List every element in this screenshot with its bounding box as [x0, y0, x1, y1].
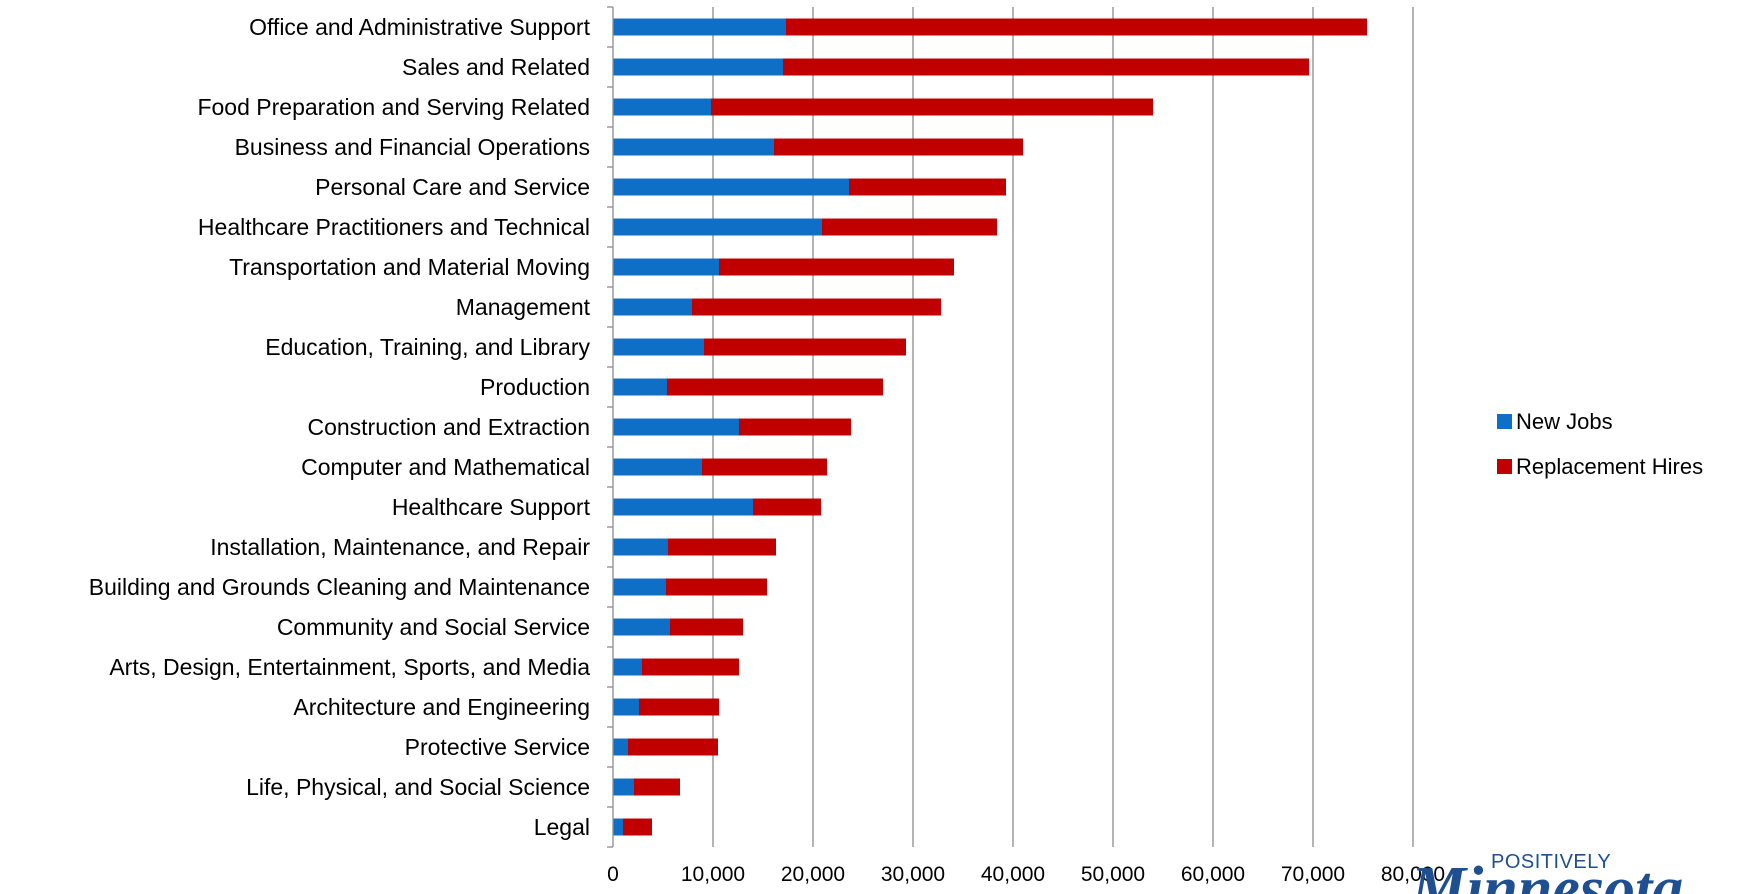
category-label: Sales and Related [402, 54, 590, 80]
x-tick-label: 30,000 [881, 863, 945, 886]
x-tick-label: 70,000 [1281, 863, 1345, 886]
category-label: Computer and Mathematical [301, 454, 590, 480]
bar-new-jobs [613, 538, 668, 556]
bar-replacement-hires [783, 58, 1309, 76]
x-tick-label: 20,000 [781, 863, 845, 886]
legend-label: Replacement Hires [1516, 454, 1703, 479]
bar-new-jobs [613, 338, 704, 356]
legend-swatch [1497, 414, 1512, 429]
axes [607, 6, 614, 848]
bar-replacement-hires [753, 498, 821, 516]
bar-new-jobs [613, 658, 642, 676]
bar-replacement-hires [786, 18, 1367, 36]
category-label: Food Preparation and Serving Related [197, 94, 590, 120]
category-label: Building and Grounds Cleaning and Mainte… [89, 574, 590, 600]
bar-new-jobs [613, 418, 739, 436]
bar-replacement-hires [849, 178, 1006, 196]
category-label: Installation, Maintenance, and Repair [210, 534, 590, 560]
bar-new-jobs [613, 98, 711, 116]
bar-new-jobs [613, 298, 692, 316]
category-label: Arts, Design, Entertainment, Sports, and… [109, 654, 590, 680]
bar-new-jobs [613, 818, 623, 836]
bar-replacement-hires [670, 618, 743, 636]
category-label: Management [456, 294, 591, 320]
x-tick-label: 60,000 [1181, 863, 1245, 886]
category-label: Protective Service [405, 734, 590, 760]
bar-replacement-hires [719, 258, 954, 276]
category-label: Community and Social Service [277, 614, 590, 640]
bar-new-jobs [613, 498, 753, 516]
category-label: Business and Financial Operations [235, 134, 590, 160]
category-label: Production [480, 374, 590, 400]
bar-replacement-hires [739, 418, 851, 436]
category-label: Personal Care and Service [315, 174, 590, 200]
category-label: Life, Physical, and Social Science [246, 774, 590, 800]
category-labels: Office and Administrative Support Sales a… [89, 14, 591, 840]
category-label: Construction and Extraction [307, 414, 590, 440]
bar-new-jobs [613, 258, 719, 276]
bar-replacement-hires [711, 98, 1153, 116]
bar-replacement-hires [628, 738, 718, 756]
category-label: Education, Training, and Library [265, 334, 590, 360]
bars [613, 18, 1367, 836]
bar-replacement-hires [704, 338, 906, 356]
bar-new-jobs [613, 738, 628, 756]
category-label: Office and Administrative Support [249, 14, 591, 40]
bar-new-jobs [613, 138, 774, 156]
legend: New Jobs Replacement Hires [1497, 409, 1703, 479]
bar-new-jobs [613, 58, 783, 76]
legend-swatch [1497, 459, 1512, 474]
x-tick-label: 10,000 [681, 863, 745, 886]
bar-replacement-hires [623, 818, 652, 836]
bar-new-jobs [613, 618, 670, 636]
bar-new-jobs [613, 458, 702, 476]
bar-new-jobs [613, 18, 786, 36]
bar-new-jobs [613, 578, 666, 596]
x-tick-labels: 0 10,000 20,000 30,000 40,000 50,000 60,000 70,… [607, 863, 1445, 886]
bar-replacement-hires [774, 138, 1023, 156]
bar-new-jobs [613, 778, 634, 796]
bar-replacement-hires [667, 378, 883, 396]
bar-new-jobs [613, 378, 667, 396]
bar-replacement-hires [639, 698, 719, 716]
bar-replacement-hires [692, 298, 941, 316]
logo-mark: Minnesota [1411, 855, 1684, 894]
legend-label: New Jobs [1516, 409, 1613, 434]
category-label: Healthcare Practitioners and Technical [198, 214, 590, 240]
x-tick-label: 40,000 [981, 863, 1045, 886]
bar-new-jobs [613, 698, 639, 716]
bar-replacement-hires [668, 538, 776, 556]
bar-new-jobs [613, 218, 822, 236]
bar-new-jobs [613, 178, 849, 196]
positively-minnesota-logo: Minnesota POSITIVELY [1395, 848, 1760, 894]
category-label: Legal [534, 814, 590, 840]
category-label: Transportation and Material Moving [229, 254, 590, 280]
x-tick-label: 0 [607, 863, 619, 886]
bar-replacement-hires [702, 458, 827, 476]
bar-replacement-hires [666, 578, 767, 596]
x-tick-label: 80,000 [1381, 863, 1445, 886]
category-label: Healthcare Support [392, 494, 591, 520]
bar-replacement-hires [634, 778, 680, 796]
category-label: Architecture and Engineering [293, 694, 590, 720]
bar-replacement-hires [822, 218, 997, 236]
logo-top-text: POSITIVELY [1491, 851, 1612, 873]
x-tick-label: 50,000 [1081, 863, 1145, 886]
bar-replacement-hires [642, 658, 739, 676]
